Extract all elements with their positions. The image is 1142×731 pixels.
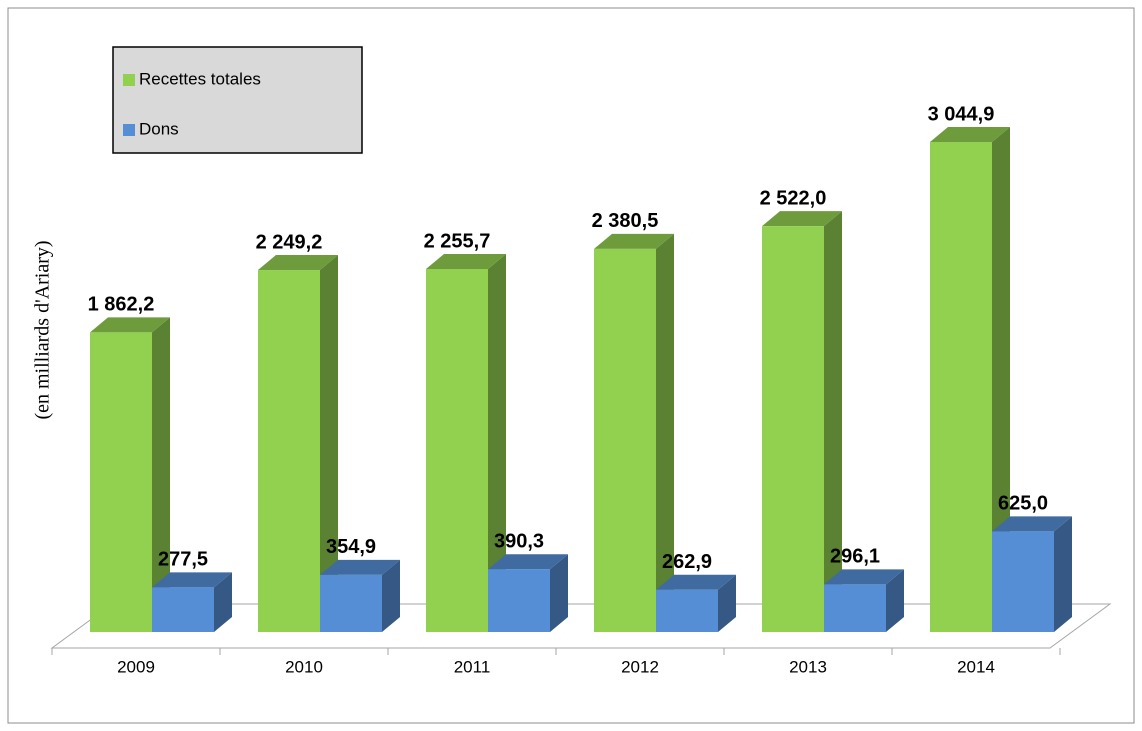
bar-top — [152, 572, 232, 588]
x-tick-label: 2012 — [621, 657, 659, 676]
x-tick-label: 2010 — [285, 657, 323, 676]
bar-front — [488, 569, 550, 632]
bar-front — [762, 226, 824, 633]
bar-side — [886, 569, 904, 632]
bar-front — [90, 332, 152, 632]
legend-label: Dons — [139, 119, 179, 138]
legend-box — [112, 46, 363, 154]
bar-side — [550, 554, 568, 632]
bar — [488, 554, 568, 632]
bar-top — [258, 255, 338, 271]
bar-side — [214, 572, 232, 632]
legend-label: Recettes totales — [139, 69, 261, 88]
value-label: 277,5 — [158, 549, 208, 571]
x-tick-label: 2011 — [454, 657, 491, 676]
bar-top — [656, 574, 736, 590]
bar-top — [426, 254, 506, 270]
bar-front — [824, 584, 886, 632]
bar-front — [320, 574, 382, 632]
bar-front — [152, 587, 214, 632]
bar-top — [992, 516, 1072, 532]
bar-top — [594, 233, 674, 249]
bar-top — [488, 554, 568, 570]
legend-swatch — [123, 74, 135, 86]
value-label: 262,9 — [662, 551, 712, 573]
bar — [320, 559, 400, 632]
bar — [930, 127, 1010, 632]
bar — [656, 574, 736, 632]
value-label: 354,9 — [326, 536, 376, 558]
x-tick-label: 2009 — [117, 657, 155, 676]
bar-top — [320, 559, 400, 575]
bar-side — [488, 254, 506, 632]
bar-top — [824, 569, 904, 585]
bar — [426, 254, 506, 632]
value-label: 3 044,9 — [928, 103, 995, 125]
x-tick-label: 2014 — [957, 657, 995, 676]
bar-side — [382, 559, 400, 632]
bar — [594, 233, 674, 632]
bar — [258, 255, 338, 632]
bar-top — [930, 127, 1010, 142]
bar-front — [258, 270, 320, 632]
legend: Recettes totales Dons — [112, 46, 363, 154]
bar-side — [656, 233, 674, 632]
value-label: 1 862,2 — [88, 294, 155, 316]
bar — [992, 516, 1072, 632]
bar-side — [1054, 516, 1072, 632]
bar-side — [824, 211, 842, 633]
bar-front — [992, 531, 1054, 632]
bar — [152, 572, 232, 632]
bar — [90, 317, 170, 632]
y-axis-label: (en milliards d'Ariary) — [32, 240, 54, 419]
bar-front — [594, 248, 656, 632]
bar — [824, 569, 904, 632]
bar-front — [656, 589, 718, 632]
value-label: 296,1 — [830, 546, 880, 568]
value-label: 625,0 — [998, 493, 1048, 515]
bar-side — [718, 574, 736, 632]
bar-front — [930, 142, 992, 632]
value-label: 2 255,7 — [424, 230, 491, 252]
value-label: 2 249,2 — [256, 231, 323, 253]
bar-top — [90, 317, 170, 333]
x-tick-label: 2013 — [789, 657, 827, 676]
bar — [762, 211, 842, 633]
bar-side — [152, 317, 170, 632]
value-label: 2 380,5 — [592, 210, 659, 232]
value-label: 2 522,0 — [760, 187, 827, 209]
legend-swatch — [123, 124, 135, 136]
bar-front — [426, 269, 488, 632]
bar-side — [320, 255, 338, 632]
value-label: 390,3 — [494, 530, 544, 552]
bar-side — [992, 127, 1010, 632]
bar-top — [762, 211, 842, 227]
